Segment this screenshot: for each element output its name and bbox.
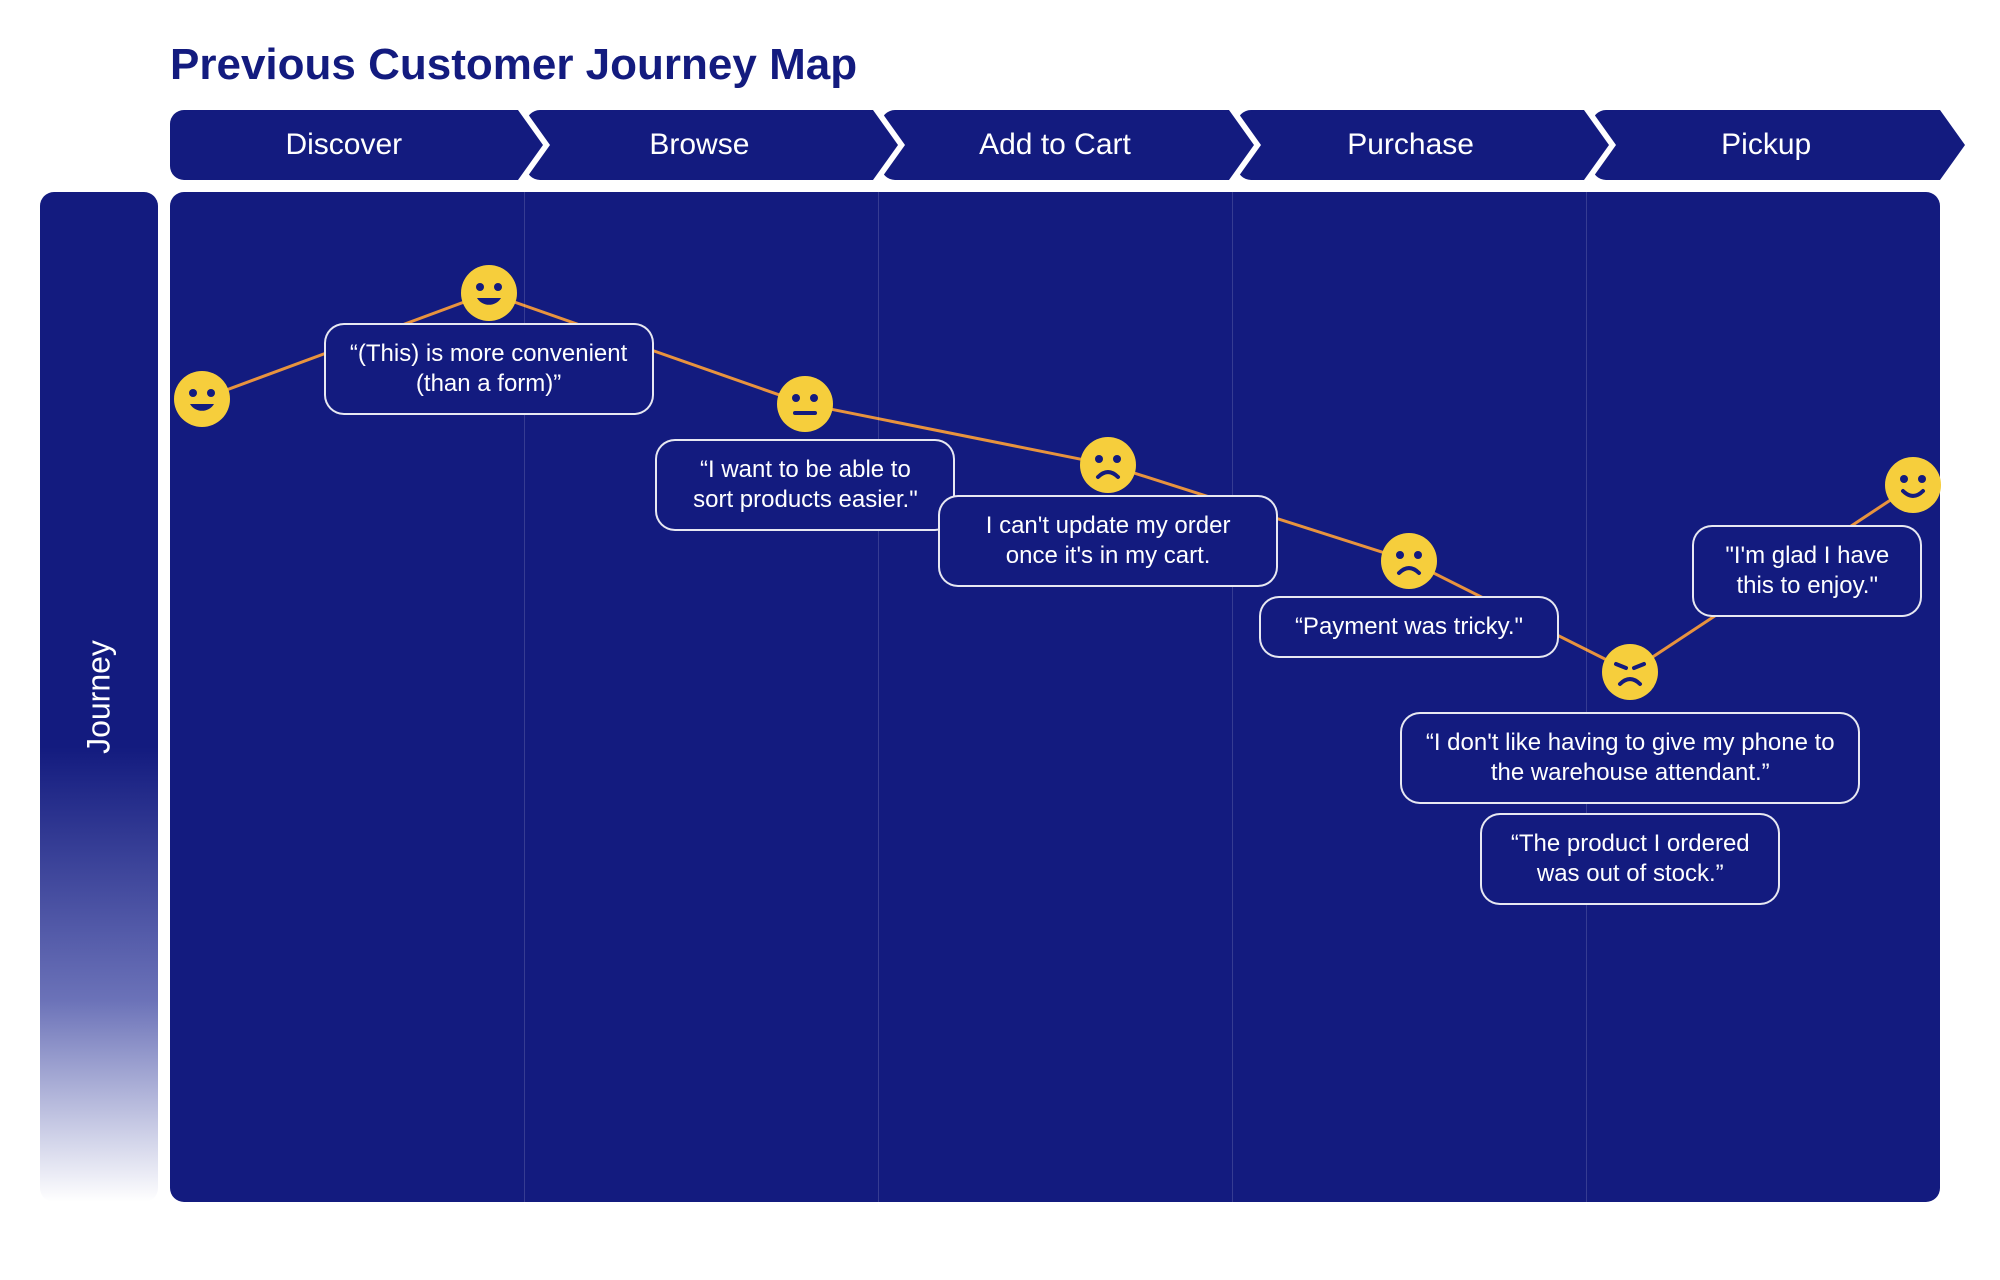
- stage-add-to-cart: Add to Cart: [881, 110, 1229, 180]
- quote-bubble: "I'm glad I have this to enjoy.": [1692, 525, 1922, 617]
- happy-emoji-icon: [174, 371, 230, 427]
- angry-emoji-icon: [1602, 644, 1658, 700]
- neutral-emoji-icon: [777, 376, 833, 432]
- stage-pickup: Pickup: [1592, 110, 1940, 180]
- quote-bubble: “(This) is more convenient (than a form)…: [324, 323, 654, 415]
- stage-browse: Browse: [526, 110, 874, 180]
- side-label-text: Journey: [81, 640, 118, 754]
- stage-discover: Discover: [170, 110, 518, 180]
- happy-emoji-icon: [461, 265, 517, 321]
- gridline: [1586, 192, 1587, 1202]
- quote-bubble: “The product I ordered was out of stock.…: [1480, 813, 1780, 905]
- page-title: Previous Customer Journey Map: [170, 40, 1940, 90]
- quote-bubble: “I don't like having to give my phone to…: [1400, 712, 1860, 804]
- journey-side-label: Journey: [40, 192, 158, 1202]
- smile-emoji-icon: [1885, 457, 1941, 513]
- sad-emoji-icon: [1381, 533, 1437, 589]
- stage-row: DiscoverBrowseAdd to CartPurchasePickup: [170, 110, 1940, 180]
- gridline: [1232, 192, 1233, 1202]
- sad-emoji-icon: [1080, 437, 1136, 493]
- gridline: [878, 192, 879, 1202]
- quote-bubble: “Payment was tricky.": [1259, 596, 1559, 658]
- journey-canvas: “(This) is more convenient (than a form)…: [170, 192, 1940, 1202]
- quote-bubble: I can't update my order once it's in my …: [938, 495, 1278, 587]
- quote-bubble: “I want to be able to sort products easi…: [655, 439, 955, 531]
- stage-purchase: Purchase: [1237, 110, 1585, 180]
- main-row: Journey “(This) is more convenient (than…: [40, 192, 1940, 1202]
